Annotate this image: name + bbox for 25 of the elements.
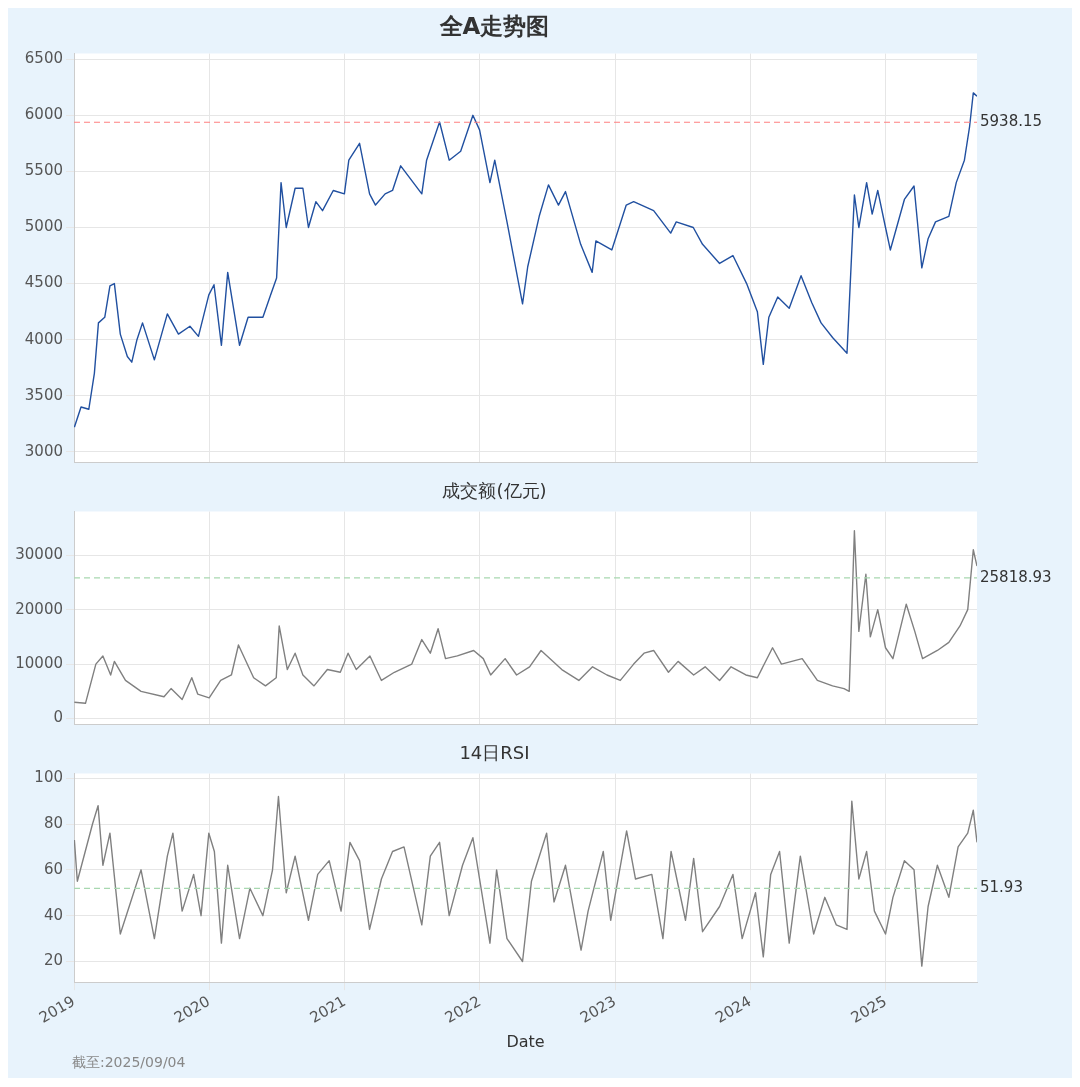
y-tick-label: 0 [53, 708, 63, 727]
y-tick-label: 40 [43, 905, 63, 924]
y-tick-label: 20000 [15, 599, 63, 618]
y-tick-label: 20 [43, 951, 63, 970]
y-tick-label: 3500 [24, 385, 63, 404]
ref-line-label: 5938.15 [980, 112, 1043, 131]
y-tick-label: 4500 [24, 273, 63, 292]
chart-title: 14日RSI [459, 742, 530, 764]
y-tick-label: 6500 [24, 49, 63, 68]
y-tick-label: 10000 [15, 653, 63, 672]
y-tick-label: 5500 [24, 161, 63, 180]
ref-line-label: 51.93 [980, 878, 1023, 897]
y-tick-label: 6000 [24, 105, 63, 124]
y-tick-label: 80 [43, 813, 63, 832]
y-tick-label: 100 [34, 768, 63, 787]
y-tick-label: 4000 [24, 329, 63, 348]
chart-title: 全A走势图 [438, 12, 550, 39]
y-tick-label: 60 [43, 859, 63, 878]
text: 截至:2025/09/04 [71, 1054, 187, 1072]
chart-title: 成交额(亿元) [442, 480, 547, 502]
y-tick-label: 30000 [15, 545, 63, 564]
x-axis-title: Date [506, 1031, 545, 1051]
y-tick-label: 3000 [24, 441, 63, 460]
y-tick-label: 5000 [24, 217, 63, 236]
ref-line-label: 25818.93 [980, 567, 1052, 586]
